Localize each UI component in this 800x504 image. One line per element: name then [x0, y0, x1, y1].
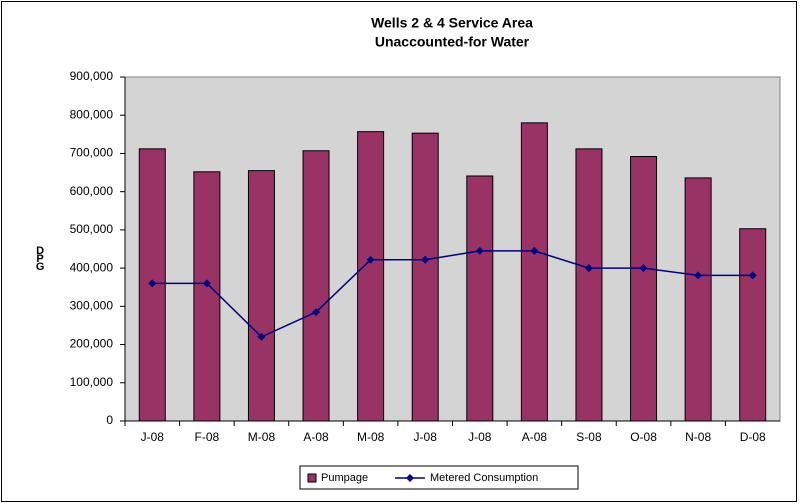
chart-title: Wells 2 & 4 Service Area	[371, 15, 533, 31]
x-tick-label: A-08	[303, 430, 329, 444]
bar	[247, 170, 275, 422]
x-tick-label: O-08	[630, 430, 657, 444]
legend-label: Pumpage	[321, 472, 368, 484]
marker	[748, 271, 757, 280]
bar	[630, 156, 658, 422]
x-tick-label: D-08	[740, 430, 766, 444]
bar	[684, 177, 712, 422]
marker	[530, 246, 539, 255]
x-tick-label: M-08	[248, 430, 276, 444]
y-tick-label: 0	[106, 413, 113, 427]
bar	[193, 171, 221, 422]
legend-label: Metered Consumption	[430, 472, 538, 484]
bar	[302, 150, 330, 422]
legend-box	[299, 465, 579, 490]
y-tick-label: 800,000	[70, 107, 114, 121]
y-tick-label: 400,000	[70, 260, 114, 274]
marker	[421, 255, 430, 264]
plot-area	[124, 76, 781, 422]
bar	[357, 131, 385, 422]
bar	[466, 175, 494, 422]
y-tick-label: 700,000	[70, 146, 114, 160]
x-tick-label: J-08	[141, 430, 165, 444]
y-tick-label: 900,000	[70, 69, 114, 83]
line	[152, 250, 753, 338]
x-tick-label: J-08	[468, 430, 492, 444]
marker	[202, 279, 211, 288]
x-tick-label: J-08	[414, 430, 438, 444]
x-tick-label: N-08	[685, 430, 711, 444]
marker	[584, 264, 593, 273]
x-tick-label: F-08	[195, 430, 220, 444]
x-tick-label: S-08	[576, 430, 602, 444]
y-tick-label: 100,000	[70, 375, 114, 389]
y-tick-label: 300,000	[70, 299, 114, 313]
marker	[257, 332, 266, 341]
y-tick-label: 500,000	[70, 222, 114, 236]
marker	[312, 308, 321, 317]
bar	[739, 228, 767, 422]
marker	[475, 246, 484, 255]
y-tick-label: 600,000	[70, 184, 114, 198]
x-tick-label: M-08	[357, 430, 385, 444]
legend-swatch	[307, 473, 317, 483]
marker	[694, 271, 703, 280]
y-axis-label: DPG	[34, 245, 46, 270]
marker	[148, 279, 157, 288]
bar	[411, 132, 439, 422]
x-tick-label: A-08	[522, 430, 548, 444]
marker	[639, 264, 648, 273]
y-tick-label: 200,000	[70, 337, 114, 351]
bar	[575, 148, 603, 422]
legend-marker	[406, 474, 414, 482]
chart-subtitle: Unaccounted-for Water	[375, 34, 530, 50]
bar	[520, 122, 548, 422]
marker	[366, 255, 375, 264]
